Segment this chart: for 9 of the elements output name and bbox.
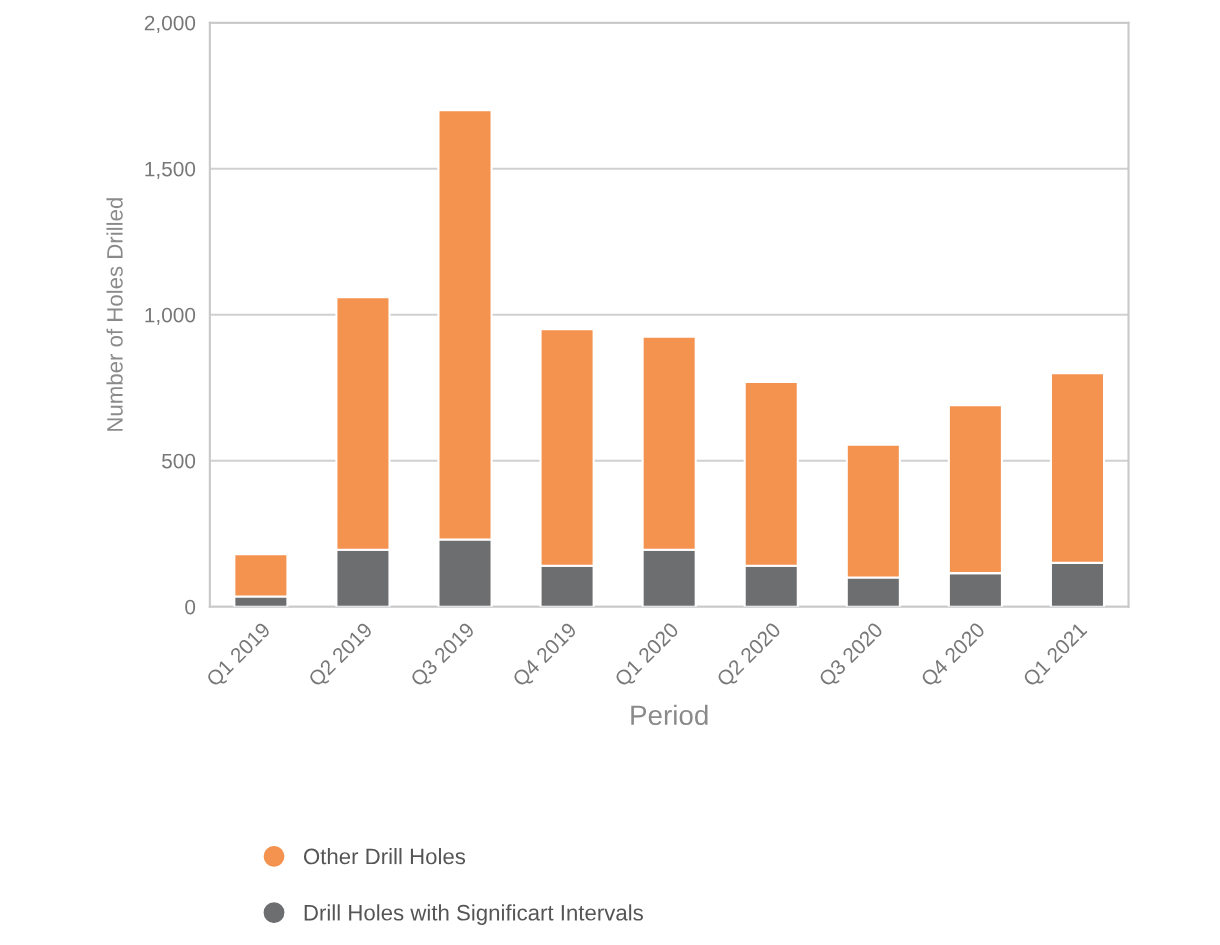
y-axis-title: Number of Holes Drilled [106, 198, 123, 431]
y-tick-label: 1,000 [145, 307, 196, 325]
legend-label: Drill Holes with Significart Intervals [304, 904, 643, 925]
legend-label: Other Drill Holes [303, 848, 466, 865]
y-tick-label: 2,000 [144, 15, 196, 33]
y-tick-label: 1,500 [145, 161, 196, 179]
y-tick-label: 500 [162, 453, 196, 469]
x-axis-title: Period [631, 704, 708, 726]
y-tick-label: 0 [185, 599, 196, 615]
